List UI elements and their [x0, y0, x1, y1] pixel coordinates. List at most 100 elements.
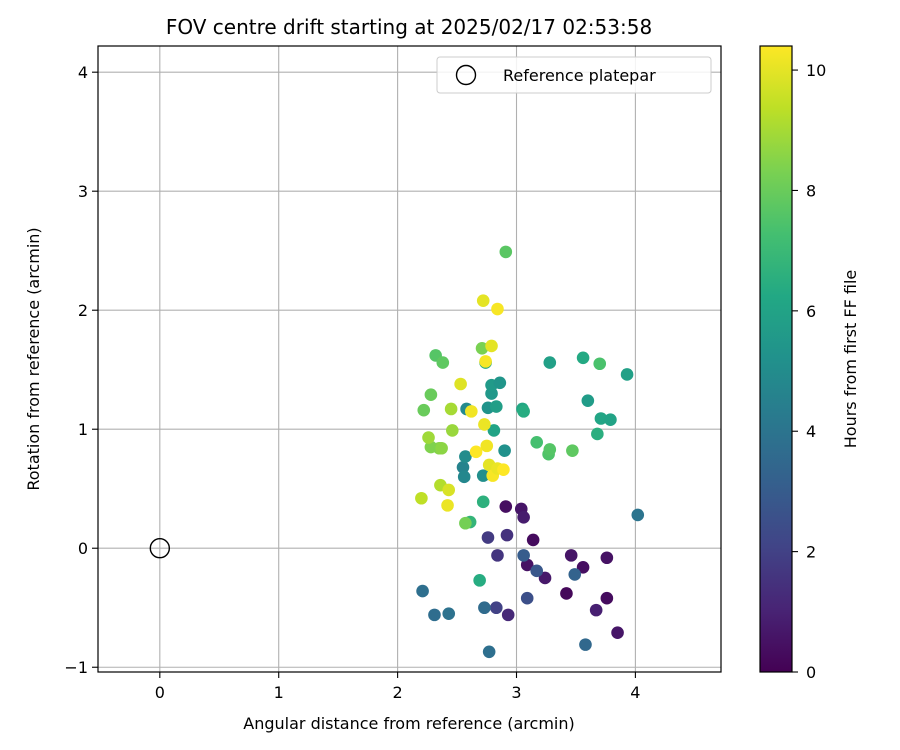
y-tick-label: −1: [64, 658, 88, 677]
y-tick-label: 3: [78, 182, 88, 201]
data-point: [465, 405, 478, 418]
data-point: [499, 245, 513, 259]
data-point: [469, 445, 483, 459]
data-point: [499, 500, 513, 513]
colorbar-tick-label: 6: [806, 302, 816, 321]
data-point: [476, 495, 490, 509]
data-point: [620, 368, 634, 381]
data-point: [600, 591, 614, 605]
data-point: [475, 341, 489, 355]
data-point: [424, 388, 438, 402]
x-tick-label: 1: [274, 683, 284, 702]
y-axis-label: Rotation from reference (arcmin): [24, 227, 43, 490]
data-point: [568, 568, 582, 581]
data-point: [481, 531, 495, 544]
data-point: [457, 470, 471, 484]
data-point: [564, 549, 578, 562]
data-point: [530, 436, 544, 449]
reference-point-marker: [149, 538, 171, 559]
data-point: [417, 403, 431, 417]
data-point: [576, 351, 590, 365]
grid: [98, 46, 721, 672]
data-point: [444, 402, 458, 416]
y-tick-label: 2: [78, 301, 88, 320]
data-point: [589, 603, 603, 617]
data-point: [591, 427, 604, 441]
data-point: [604, 413, 617, 426]
data-point: [491, 549, 504, 562]
x-tick-label: 0: [155, 683, 165, 702]
data-point: [581, 394, 595, 407]
data-point: [478, 601, 491, 615]
legend-marker: [455, 64, 477, 86]
data-point: [500, 528, 514, 542]
data-point: [501, 608, 515, 622]
data-point: [459, 450, 472, 463]
data-point: [526, 533, 540, 547]
colorbar-tick-label: 10: [806, 61, 826, 80]
data-point: [482, 645, 496, 659]
colorbar-ticks: 0 2 4 6 8 10: [792, 61, 826, 682]
data-point: [600, 551, 614, 565]
data-point: [476, 469, 490, 482]
data-point: [538, 571, 552, 585]
data-point: [498, 444, 511, 457]
data-point: [576, 560, 590, 574]
data-point: [435, 441, 448, 455]
legend: Reference platepar: [436, 56, 712, 94]
data-point: [415, 491, 428, 505]
y-tick-label: 4: [78, 63, 88, 82]
data-point: [579, 638, 592, 651]
data-point: [476, 294, 490, 307]
reference-layer: [149, 538, 171, 559]
data-point: [560, 587, 573, 600]
data-point: [517, 510, 530, 524]
data-point: [520, 558, 534, 572]
data-point: [442, 483, 456, 497]
x-tick-label: 2: [393, 683, 403, 702]
data-point: [459, 516, 472, 530]
data-point: [489, 400, 503, 413]
data-point: [416, 584, 429, 598]
data-points: [415, 245, 645, 659]
data-point: [436, 356, 450, 369]
data-point: [491, 302, 504, 316]
data-point: [543, 443, 557, 456]
legend-box: [436, 56, 712, 94]
colorbar-tick-label: 0: [806, 663, 816, 682]
data-point: [489, 601, 503, 615]
data-point: [428, 608, 441, 622]
data-point: [480, 439, 494, 453]
legend-label: Reference platepar: [503, 66, 656, 85]
data-point: [566, 444, 579, 457]
colorbar-tick-label: 2: [806, 543, 816, 562]
data-point: [611, 626, 624, 640]
data-point: [593, 357, 607, 371]
data-point: [487, 424, 501, 437]
x-axis-label: Angular distance from reference (arcmin): [243, 714, 574, 733]
colorbar-tick-label: 4: [806, 422, 816, 441]
data-point: [424, 440, 438, 454]
data-point: [456, 461, 470, 474]
data-point: [594, 412, 608, 425]
y-tick-label: 0: [78, 539, 88, 558]
data-point: [485, 339, 498, 353]
data-point: [442, 607, 456, 620]
data-point: [473, 574, 486, 587]
data-point: [530, 564, 544, 578]
colorbar-tick-label: 8: [806, 181, 816, 200]
data-point: [441, 499, 454, 512]
data-point: [543, 356, 557, 369]
x-axis-ticks: 0 1 2 3 4: [155, 672, 640, 702]
x-tick-label: 4: [630, 683, 640, 702]
data-point: [446, 424, 459, 437]
data-point: [493, 376, 507, 390]
data-point: [422, 431, 435, 444]
data-point: [631, 508, 645, 522]
data-point: [478, 418, 491, 431]
chart-title: FOV centre drift starting at 2025/02/17 …: [166, 15, 652, 39]
y-axis-ticks: −1 0 1 2 3 4: [64, 63, 98, 677]
data-point: [479, 355, 492, 368]
colorbar: [759, 45, 793, 673]
